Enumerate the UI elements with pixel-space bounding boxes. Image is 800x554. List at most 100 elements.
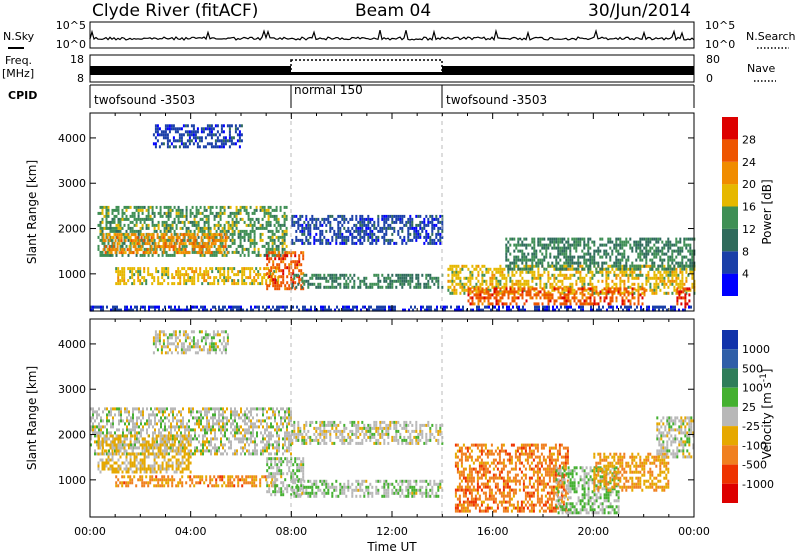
heatmap-cell (233, 282, 236, 286)
heatmap-cell (224, 236, 227, 240)
heatmap-cell (134, 446, 136, 450)
heatmap-cell (214, 145, 217, 149)
heatmap-cell (671, 270, 674, 274)
heatmap-cell (679, 264, 682, 268)
heatmap-cell (517, 285, 520, 289)
heatmap-cell (451, 291, 454, 295)
heatmap-cell (164, 428, 166, 432)
heatmap-cell (601, 267, 604, 271)
heatmap-cell (117, 270, 120, 274)
heatmap-cell (198, 251, 201, 255)
heatmap-cell (559, 240, 562, 244)
heatmap-cell (421, 229, 424, 233)
heatmap-cell (152, 410, 154, 414)
heatmap-cell (283, 220, 286, 224)
heatmap-cell (515, 302, 518, 306)
heatmap-cell (290, 263, 293, 267)
heatmap-cell (174, 440, 176, 444)
heatmap-cell (441, 229, 444, 233)
heatmap-cell (100, 308, 102, 312)
heatmap-cell (168, 245, 171, 249)
heatmap-cell (669, 240, 672, 244)
y-tick-label: 4000 (58, 132, 86, 145)
heatmap-cell (290, 287, 293, 291)
heatmap-cell (493, 285, 496, 289)
heatmap-cell (525, 279, 528, 283)
heatmap-cell (107, 211, 110, 215)
heatmap-cell (475, 288, 478, 292)
heatmap-cell (230, 142, 233, 146)
heatmap-cell (135, 220, 138, 224)
heatmap-cell (327, 241, 330, 245)
heatmap-cell (127, 223, 130, 227)
heatmap-cell (211, 282, 214, 286)
heatmap-cell (261, 217, 264, 221)
heatmap-cell (479, 290, 482, 294)
heatmap-cell (515, 296, 518, 300)
heatmap-cell (107, 205, 110, 209)
heatmap-cell (107, 214, 110, 218)
heatmap-cell (579, 240, 582, 244)
heatmap-cell (145, 214, 148, 218)
heatmap-cell (317, 285, 320, 289)
heatmap-cell (646, 308, 648, 312)
heatmap-cell (315, 285, 318, 289)
heatmap-cell (105, 232, 108, 236)
heatmap-cell (359, 238, 362, 242)
heatmap-cell (423, 223, 426, 227)
heatmap-cell (333, 285, 336, 289)
heatmap-cell (531, 237, 534, 241)
heatmap-cell (569, 255, 572, 259)
heatmap-cell (239, 205, 242, 209)
freq-band-left (90, 66, 291, 75)
heatmap-cell (601, 279, 604, 283)
heatmap-cell (565, 261, 568, 265)
heatmap-cell (426, 305, 428, 309)
heatmap-cell (173, 253, 176, 257)
heatmap-cell (266, 272, 269, 276)
heatmap-cell (204, 127, 207, 131)
heatmap-cell (678, 308, 680, 312)
heatmap-cell (641, 287, 644, 291)
heatmap-cell (179, 279, 182, 283)
heatmap-cell (587, 243, 590, 247)
heatmap-cell (507, 249, 510, 253)
heatmap-cell (565, 296, 568, 300)
heatmap-cell (561, 267, 564, 271)
heatmap-cell (112, 425, 114, 429)
heatmap-cell (243, 253, 246, 257)
heatmap-cell (208, 422, 210, 426)
heatmap-cell (477, 293, 480, 297)
heatmap-cell (163, 267, 166, 271)
heatmap-cell (133, 267, 136, 271)
heatmap-cell (120, 407, 122, 411)
heatmap-cell (533, 287, 536, 291)
heatmap-cell (241, 205, 244, 209)
heatmap-cell (146, 248, 149, 252)
heatmap-cell (680, 290, 683, 294)
heatmap-cell (686, 302, 689, 306)
heatmap-cell (270, 278, 273, 282)
heatmap-cell (523, 255, 526, 259)
heatmap-cell (198, 410, 200, 414)
heatmap-cell (569, 258, 572, 262)
heatmap-cell (275, 220, 278, 224)
heatmap-cell (151, 205, 154, 209)
heatmap-cell (185, 217, 188, 221)
heatmap-cell (581, 279, 584, 283)
heatmap-cell (99, 211, 102, 215)
heatmap-cell (319, 273, 322, 277)
heatmap-cell (96, 443, 98, 447)
heatmap-cell (189, 229, 192, 233)
heatmap-cell (478, 308, 480, 312)
heatmap-cell (255, 273, 258, 277)
heatmap-cell (629, 264, 632, 268)
heatmap-cell (525, 237, 528, 241)
heatmap-cell (182, 133, 185, 137)
heatmap-cell (367, 285, 370, 289)
heatmap-cell (170, 245, 173, 249)
heatmap-cell (355, 241, 358, 245)
heatmap-cell (130, 239, 133, 243)
heatmap-cell (640, 308, 642, 312)
heatmap-cell (179, 226, 182, 230)
